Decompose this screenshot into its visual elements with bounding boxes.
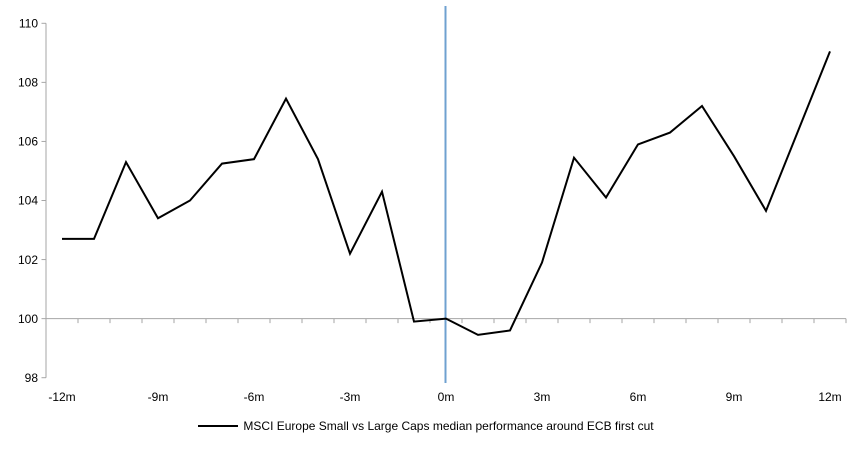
x-tick-label: -6m — [244, 390, 265, 404]
series-line-msci — [62, 50, 831, 336]
x-tick-label: 6m — [630, 390, 647, 404]
y-tick-label: 106 — [18, 135, 38, 149]
axes — [41, 22, 847, 379]
x-tick-label: -9m — [148, 390, 169, 404]
y-tick-label: 104 — [18, 194, 38, 208]
legend-series-label: MSCI Europe Small vs Large Caps median p… — [243, 419, 654, 433]
legend: MSCI Europe Small vs Large Caps median p… — [0, 419, 852, 433]
series-layer — [62, 50, 831, 336]
x-tick-label: 0m — [438, 390, 455, 404]
y-tick-label: 100 — [18, 312, 38, 326]
legend-line-icon — [198, 425, 239, 427]
x-tick-label: -3m — [340, 390, 361, 404]
tick-labels: 98 100 102 104 106 108 110 -12m -9m -6m -3m 0m 3m 6m 9… — [18, 17, 842, 404]
y-tick-label: 102 — [18, 253, 38, 267]
x-tick-label: 3m — [534, 390, 551, 404]
y-tick-label: 108 — [18, 76, 38, 90]
y-tick-label: 98 — [25, 371, 39, 385]
y-tick-label: 110 — [19, 17, 38, 31]
x-tick-label: 9m — [726, 390, 743, 404]
x-tick-label: -12m — [48, 390, 75, 404]
x-tick-label: 12m — [818, 390, 841, 404]
